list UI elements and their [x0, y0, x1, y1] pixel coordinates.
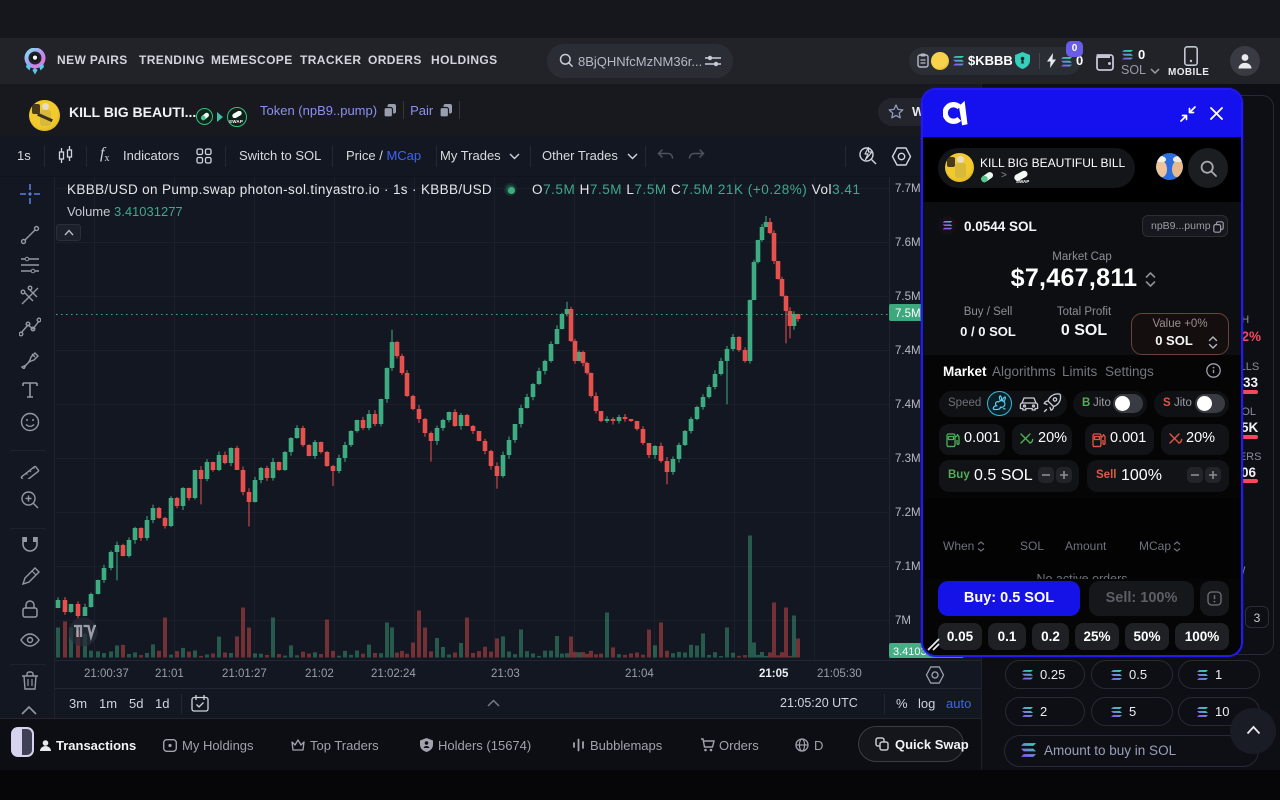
svg-text:7.5M: 7.5M [895, 308, 921, 320]
svg-text:7M: 7M [895, 615, 911, 627]
svg-text:7.3M: 7.3M [895, 453, 921, 465]
svg-text:7.5M: 7.5M [895, 291, 921, 303]
svg-text:7.7M: 7.7M [895, 183, 921, 195]
svg-text:SWAP: SWAP [1016, 179, 1029, 184]
svg-text:7.6M: 7.6M [895, 237, 921, 249]
svg-text:7.4M: 7.4M [895, 345, 921, 357]
svg-text:7.1M: 7.1M [895, 561, 921, 573]
svg-text:7.4M: 7.4M [895, 399, 921, 411]
svg-text:7.2M: 7.2M [895, 507, 921, 519]
